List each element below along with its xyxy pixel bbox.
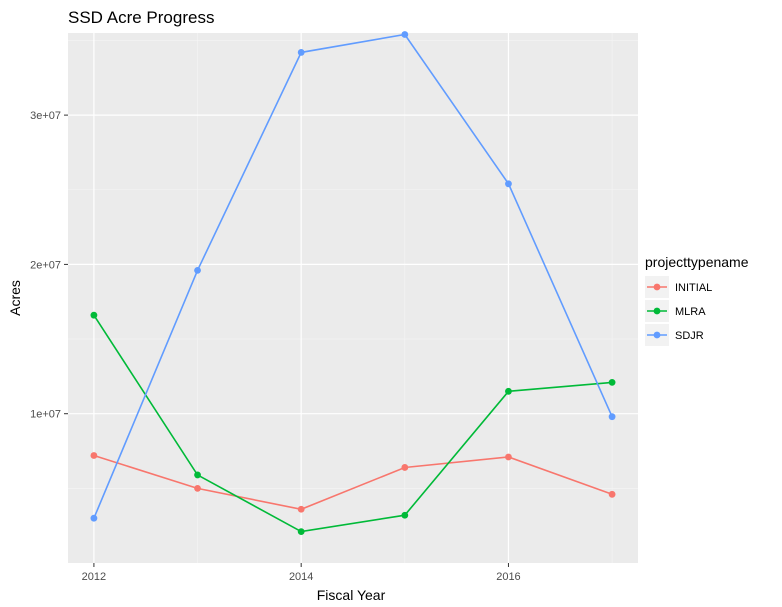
x-axis-title: Fiscal Year (317, 587, 386, 603)
legend-label-sdjr: SDJR (675, 330, 704, 342)
major-gridlines (68, 33, 638, 563)
data-point-initial (194, 484, 201, 492)
data-point-sdjr (194, 266, 201, 274)
data-point-initial (608, 490, 616, 498)
data-point-sdjr (90, 514, 98, 522)
data-point-mlra (401, 511, 409, 519)
minor-gridlines (68, 33, 638, 563)
data-point-mlra (297, 528, 305, 536)
y-axis: 1e+07 2e+07 3e+07 (30, 110, 68, 421)
legend-key-point (653, 283, 661, 291)
data-point-mlra (505, 387, 512, 395)
data-point-sdjr (401, 31, 409, 38)
data-point-mlra (90, 311, 98, 319)
data-point-sdjr (608, 413, 616, 421)
legend: projecttypename INITIAL MLRA SDJR (645, 254, 749, 346)
data-point-sdjr (297, 49, 305, 56)
y-axis-title: Acres (7, 280, 23, 316)
y-tick-label: 3e+07 (30, 110, 61, 122)
x-tick-label: 2014 (289, 571, 313, 583)
data-point-initial (297, 505, 305, 513)
x-tick-label: 2016 (496, 571, 520, 583)
series-line-sdjr (93, 33, 613, 519)
x-tick-label: 2012 (82, 571, 106, 583)
series-line-mlra (93, 314, 613, 533)
legend-key-point (653, 307, 661, 315)
data-point-mlra (608, 378, 616, 386)
data-point-mlra (194, 471, 201, 479)
series-line-initial (93, 454, 613, 511)
legend-key-point (653, 331, 661, 339)
plot-panel (68, 33, 638, 563)
legend-label-initial: INITIAL (675, 282, 712, 294)
data-point-initial (401, 464, 409, 471)
y-tick-label: 1e+07 (30, 409, 61, 421)
series-lines (93, 33, 613, 533)
legend-label-mlra: MLRA (675, 306, 706, 318)
data-point-sdjr (505, 180, 512, 188)
data-point-initial (90, 452, 98, 459)
series-points (90, 31, 616, 536)
legend-title: projecttypename (645, 254, 749, 270)
x-axis: 2012 2014 2016 (82, 563, 521, 583)
y-tick-label: 2e+07 (30, 259, 61, 271)
chart-title: SSD Acre Progress (68, 8, 214, 27)
data-point-initial (505, 453, 512, 461)
